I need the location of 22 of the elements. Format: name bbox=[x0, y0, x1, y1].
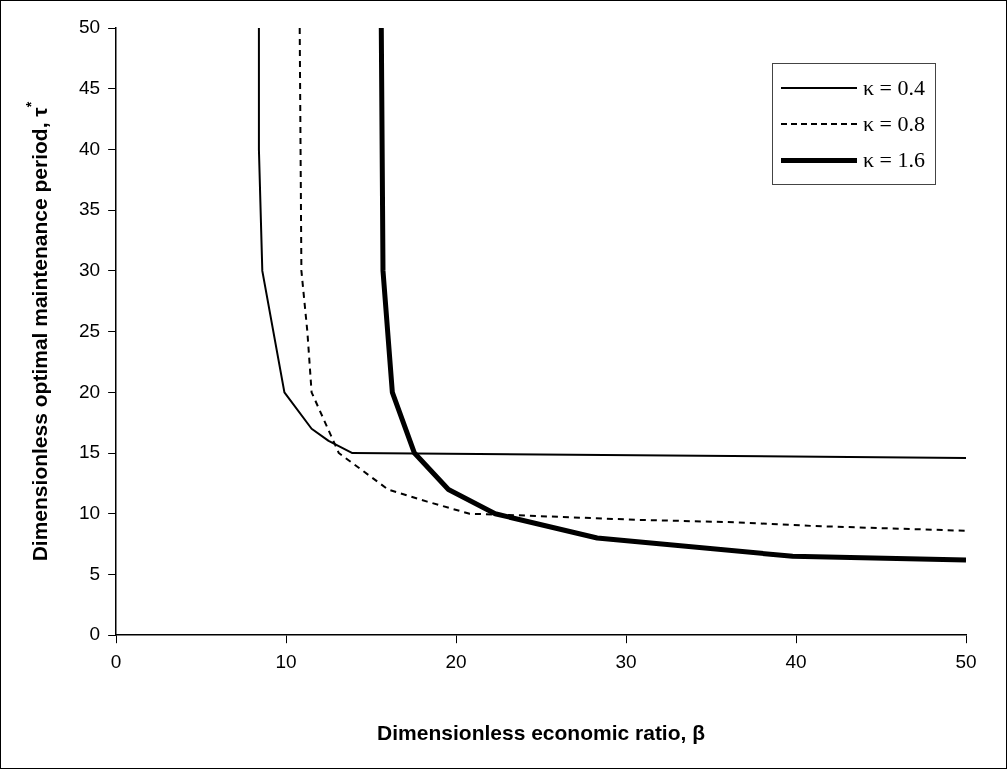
x-axis-title: Dimensionless economic ratio, β bbox=[377, 720, 706, 744]
legend-label: κ = 0.4 bbox=[863, 75, 925, 101]
y-tick-label: 35 bbox=[78, 198, 101, 220]
y-tick-label: 50 bbox=[78, 16, 101, 38]
x-tick-label: 40 bbox=[785, 650, 807, 672]
legend-label: κ = 0.8 bbox=[863, 111, 925, 137]
y-tick-label: 10 bbox=[78, 501, 101, 523]
y-axis-title: Dimensionless optimal maintenance period, τ* bbox=[22, 101, 51, 562]
x-tick-label: 10 bbox=[275, 650, 297, 672]
y-tick-label: 45 bbox=[78, 76, 101, 98]
x-tick-label: 20 bbox=[445, 650, 467, 672]
legend-label: κ = 1.6 bbox=[863, 147, 925, 173]
y-tick-label: 15 bbox=[78, 441, 101, 463]
y-tick-label: 20 bbox=[78, 380, 101, 402]
y-tick-label: 40 bbox=[78, 137, 101, 159]
x-tick-label: 30 bbox=[615, 650, 637, 672]
y-tick-label: 30 bbox=[78, 259, 101, 281]
y-tick-label: 5 bbox=[89, 562, 101, 584]
x-tick-label: 0 bbox=[110, 650, 122, 672]
y-tick-label: 25 bbox=[78, 319, 101, 341]
y-tick-label: 0 bbox=[89, 623, 101, 645]
x-tick-label: 50 bbox=[955, 650, 977, 672]
